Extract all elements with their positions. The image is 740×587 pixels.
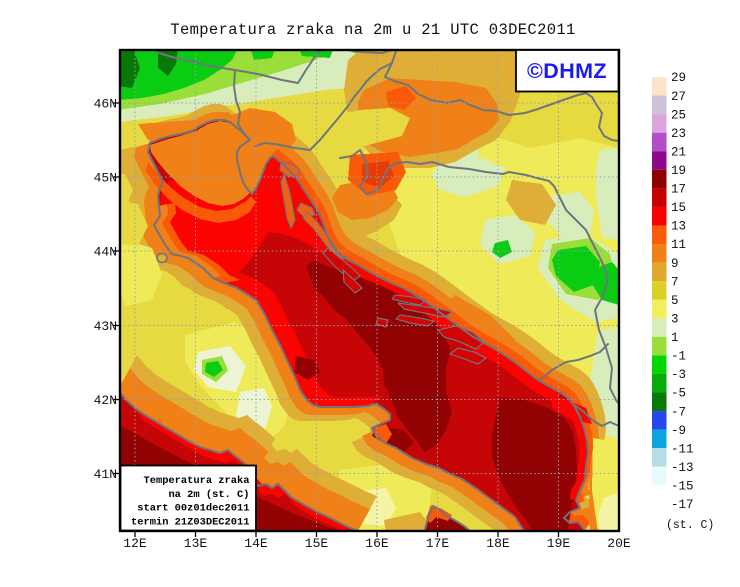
- svg-text:25: 25: [671, 108, 686, 122]
- svg-text:21: 21: [671, 145, 686, 159]
- svg-text:23: 23: [671, 127, 686, 141]
- svg-text:43N: 43N: [94, 319, 117, 334]
- svg-text:-9: -9: [671, 424, 686, 438]
- svg-text:©DHMZ: ©DHMZ: [527, 59, 607, 83]
- svg-text:-5: -5: [671, 387, 686, 401]
- svg-text:13E: 13E: [184, 536, 208, 551]
- svg-text:11: 11: [671, 238, 686, 252]
- svg-text:45N: 45N: [94, 171, 117, 186]
- svg-text:13: 13: [671, 220, 686, 234]
- svg-text:start 00z01dec2011: start 00z01dec2011: [137, 503, 249, 515]
- svg-text:12E: 12E: [123, 536, 147, 551]
- svg-text:29: 29: [671, 71, 686, 85]
- svg-text:15: 15: [671, 201, 686, 215]
- svg-text:-3: -3: [671, 368, 686, 382]
- svg-text:termin 21Z03DEC2011: termin 21Z03DEC2011: [131, 516, 249, 528]
- svg-text:42N: 42N: [94, 393, 117, 408]
- svg-text:3: 3: [671, 312, 679, 326]
- svg-text:Temperatura zraka na 2m u 21 U: Temperatura zraka na 2m u 21 UTC 03DEC20…: [170, 21, 575, 39]
- svg-text:41N: 41N: [94, 467, 117, 482]
- svg-text:46N: 46N: [94, 97, 117, 112]
- svg-text:na 2m (st. C): na 2m (st. C): [168, 489, 249, 501]
- svg-text:19E: 19E: [547, 536, 571, 551]
- svg-text:-15: -15: [671, 480, 694, 494]
- svg-text:14E: 14E: [244, 536, 268, 551]
- svg-text:1: 1: [671, 331, 679, 345]
- svg-text:-17: -17: [671, 498, 694, 512]
- svg-text:9: 9: [671, 257, 679, 271]
- svg-text:17E: 17E: [426, 536, 450, 551]
- svg-text:-11: -11: [671, 442, 694, 456]
- svg-text:-1: -1: [671, 350, 686, 364]
- svg-text:-13: -13: [671, 461, 694, 475]
- svg-text:-7: -7: [671, 405, 686, 419]
- svg-text:Temperatura zraka: Temperatura zraka: [143, 475, 249, 487]
- svg-text:19: 19: [671, 164, 686, 178]
- svg-text:15E: 15E: [305, 536, 329, 551]
- svg-text:44N: 44N: [94, 245, 117, 260]
- svg-text:5: 5: [671, 294, 679, 308]
- svg-text:(st. C): (st. C): [666, 519, 714, 532]
- svg-text:16E: 16E: [365, 536, 389, 551]
- svg-text:18E: 18E: [486, 536, 510, 551]
- svg-text:7: 7: [671, 275, 679, 289]
- svg-text:27: 27: [671, 90, 686, 104]
- svg-text:17: 17: [671, 183, 686, 197]
- svg-text:20E: 20E: [607, 536, 631, 551]
